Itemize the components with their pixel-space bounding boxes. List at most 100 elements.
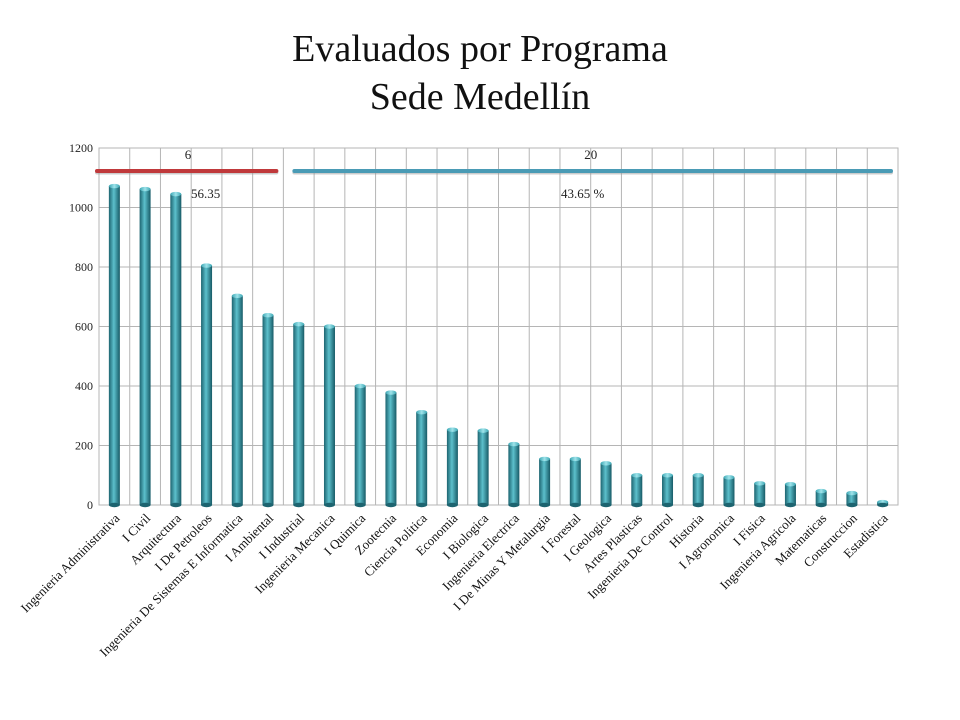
bar-base <box>170 502 182 508</box>
bar <box>754 481 766 508</box>
bar-base <box>385 502 397 508</box>
bar-body <box>170 194 182 506</box>
bar <box>477 428 489 508</box>
bar-body <box>139 189 151 505</box>
bar-base <box>877 502 889 508</box>
bar <box>416 409 428 508</box>
bar-base <box>508 502 520 508</box>
bar-body <box>231 295 243 505</box>
group-count-label: 20 <box>584 147 597 162</box>
bar <box>170 191 182 508</box>
bar-base <box>446 502 458 508</box>
bar <box>723 475 735 508</box>
bar-body <box>201 265 213 505</box>
bar-body <box>723 477 735 505</box>
bar <box>262 312 274 508</box>
bar <box>631 473 643 508</box>
bar-base <box>201 502 213 508</box>
bar-cap <box>139 186 151 192</box>
bar <box>323 324 335 508</box>
bar-base <box>416 502 428 508</box>
bar-body <box>293 324 305 505</box>
bar-body <box>631 475 643 505</box>
bar-cap <box>477 428 489 433</box>
bar-cap <box>231 293 243 299</box>
bar-body <box>539 458 551 505</box>
bar-body <box>846 493 858 505</box>
bar-cap <box>662 473 674 478</box>
bar-body <box>354 386 366 505</box>
bar <box>231 293 243 508</box>
bar-body <box>600 463 612 505</box>
bar-body <box>385 392 397 505</box>
bar <box>446 427 458 508</box>
bar-cap <box>385 390 397 395</box>
bar-body <box>815 491 827 505</box>
bar-cap <box>446 427 458 432</box>
group-percent-label: 43.65 % <box>561 186 605 201</box>
bar-body <box>508 444 520 505</box>
bar-body <box>262 315 274 505</box>
bar-base <box>815 502 827 508</box>
bar-cap <box>631 473 643 478</box>
bar-cap <box>569 456 581 462</box>
bar <box>201 263 213 508</box>
y-tick-label: 600 <box>75 320 93 334</box>
bar-base <box>477 502 489 508</box>
bar-cap <box>508 441 520 447</box>
y-axis-ticks: 0 200 400 600 800 1000 1200 <box>69 141 93 512</box>
group-percent-label: 56.35 <box>191 186 220 201</box>
bar-cap <box>754 481 766 486</box>
group-annotations: 6 56.35 20 43.65 % <box>95 147 893 201</box>
bar <box>139 186 151 508</box>
bar-cap <box>539 456 551 462</box>
bar-base <box>754 502 766 508</box>
bar-base <box>293 502 305 508</box>
bar <box>815 488 827 508</box>
bar-body <box>108 186 120 505</box>
bar-cap <box>692 473 704 478</box>
bar-body <box>323 326 335 505</box>
bar-base <box>569 502 581 508</box>
bar-cap <box>293 321 305 327</box>
bar-base <box>323 502 335 508</box>
bar-base <box>139 502 151 508</box>
bar <box>293 321 305 508</box>
bar-body <box>416 412 428 505</box>
group-count-label: 6 <box>185 147 192 162</box>
bar <box>877 499 889 508</box>
bar-base <box>784 502 796 508</box>
y-tick-label: 1200 <box>69 141 93 155</box>
bar-cap <box>262 312 274 318</box>
bar-cap <box>723 475 735 480</box>
chart-title-line1: Evaluados por Programa <box>292 28 668 70</box>
bar-cap <box>108 183 120 189</box>
bar-cap <box>323 324 335 329</box>
bar-body <box>754 483 766 505</box>
y-tick-label: 1000 <box>69 201 93 215</box>
bar-base <box>108 502 120 508</box>
gridlines <box>98 147 899 506</box>
bar <box>508 441 520 508</box>
bar-base <box>692 502 704 508</box>
bar-base <box>662 502 674 508</box>
bar-cap <box>784 481 796 487</box>
bar-base <box>600 502 612 508</box>
bar-base <box>539 502 551 508</box>
category-label: Ingenieria Administrativa <box>18 510 123 615</box>
bar-cap <box>416 409 428 415</box>
bar-cap <box>354 383 366 389</box>
bar-base <box>231 502 243 508</box>
bar <box>692 473 704 508</box>
bar-body <box>569 458 581 505</box>
bar <box>569 456 581 508</box>
bar-body <box>662 475 674 505</box>
bar-body <box>692 475 704 505</box>
bar <box>539 456 551 508</box>
bars <box>108 183 889 508</box>
bar-cap <box>846 490 858 496</box>
bar-cap <box>170 191 182 197</box>
bar-body <box>477 430 489 505</box>
bar-base <box>354 502 366 508</box>
